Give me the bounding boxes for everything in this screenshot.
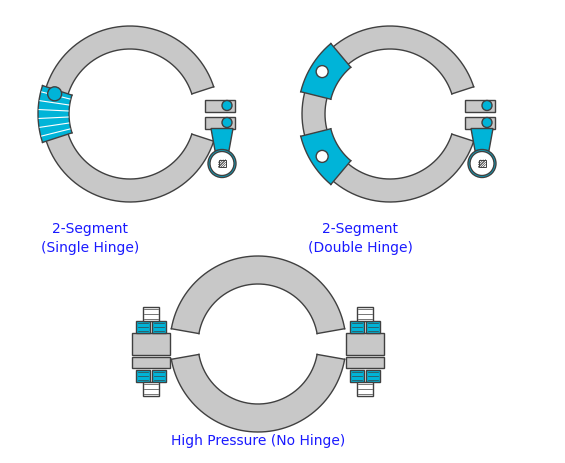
- Polygon shape: [152, 321, 166, 333]
- Text: High Pressure (No Hinge): High Pressure (No Hinge): [171, 433, 345, 447]
- Polygon shape: [205, 100, 235, 112]
- Polygon shape: [357, 382, 373, 396]
- Polygon shape: [132, 333, 170, 355]
- Polygon shape: [219, 161, 225, 168]
- Polygon shape: [346, 357, 384, 368]
- Polygon shape: [132, 357, 170, 368]
- Circle shape: [468, 150, 496, 178]
- Circle shape: [482, 118, 492, 128]
- Polygon shape: [479, 161, 485, 168]
- Polygon shape: [350, 321, 364, 333]
- Polygon shape: [143, 307, 159, 321]
- Circle shape: [47, 88, 62, 101]
- Polygon shape: [465, 117, 495, 129]
- Polygon shape: [136, 370, 150, 382]
- Polygon shape: [302, 27, 473, 202]
- Circle shape: [222, 118, 232, 128]
- Polygon shape: [357, 307, 373, 321]
- Circle shape: [210, 152, 234, 176]
- Polygon shape: [205, 117, 235, 129]
- Polygon shape: [136, 321, 150, 333]
- Polygon shape: [301, 44, 351, 100]
- Text: 2-Segment
(Single Hinge): 2-Segment (Single Hinge): [41, 221, 139, 255]
- Polygon shape: [143, 382, 159, 396]
- Polygon shape: [171, 257, 345, 334]
- Polygon shape: [38, 87, 72, 143]
- Circle shape: [482, 101, 492, 111]
- Circle shape: [316, 151, 328, 163]
- Circle shape: [208, 150, 236, 178]
- Circle shape: [316, 67, 328, 78]
- Text: 2-Segment
(Double Hinge): 2-Segment (Double Hinge): [307, 221, 412, 255]
- Polygon shape: [350, 370, 364, 382]
- Polygon shape: [366, 321, 380, 333]
- Circle shape: [222, 101, 232, 111]
- Polygon shape: [301, 130, 351, 185]
- Polygon shape: [42, 27, 214, 202]
- Polygon shape: [211, 129, 233, 151]
- Polygon shape: [471, 129, 493, 151]
- Polygon shape: [366, 370, 380, 382]
- Polygon shape: [465, 100, 495, 112]
- Polygon shape: [346, 333, 384, 355]
- Polygon shape: [171, 355, 345, 432]
- Circle shape: [470, 152, 494, 176]
- Polygon shape: [152, 370, 166, 382]
